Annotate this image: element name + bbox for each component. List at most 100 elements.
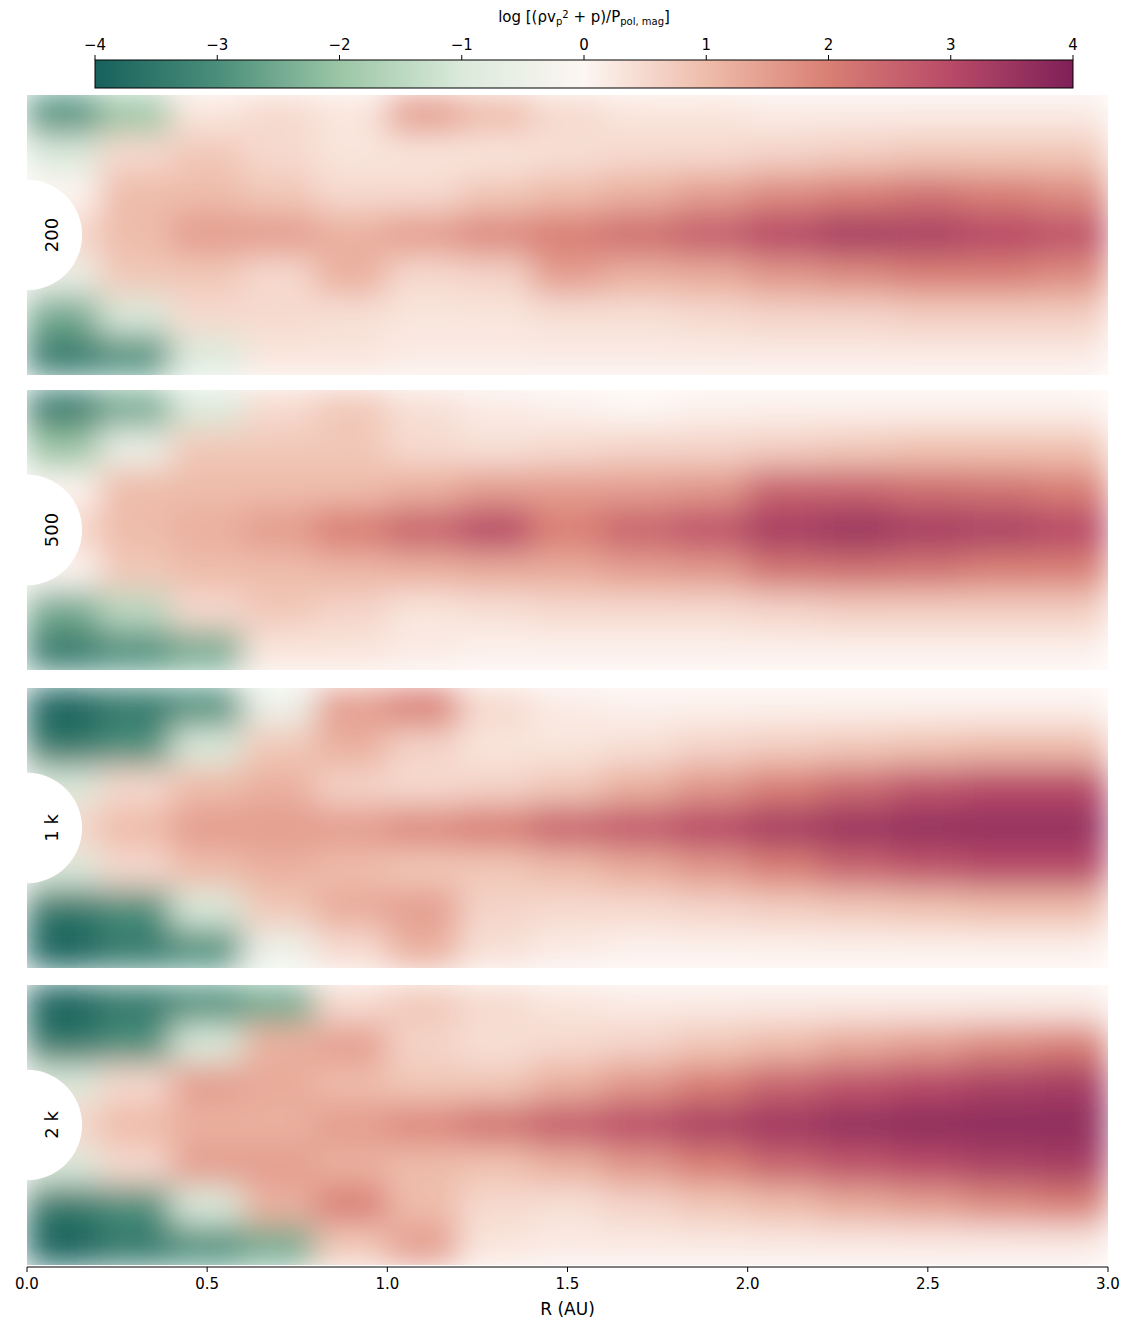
cell — [1035, 849, 1108, 889]
cell — [747, 390, 820, 430]
colorbar-tick-label: 2 — [824, 36, 834, 54]
cell — [891, 296, 964, 336]
cell — [99, 630, 172, 670]
cell — [891, 688, 964, 728]
cell — [99, 296, 172, 336]
cell — [1035, 727, 1108, 767]
cell — [459, 688, 532, 728]
cell — [963, 928, 1036, 968]
cell — [819, 390, 892, 430]
inner-boundary — [27, 180, 82, 290]
cell — [387, 727, 460, 767]
cell — [459, 1186, 532, 1226]
colorbar-label-part: + p)/P — [569, 8, 621, 26]
cell — [603, 766, 676, 806]
cell — [891, 390, 964, 430]
cell — [747, 1186, 820, 1226]
cell — [747, 806, 820, 850]
cell — [819, 630, 892, 670]
cell — [171, 551, 244, 591]
x-tick-label: 2.0 — [736, 1275, 760, 1293]
x-tick — [207, 1267, 208, 1272]
cell — [819, 766, 892, 806]
cell — [603, 1103, 676, 1147]
cell — [891, 335, 964, 375]
cell — [1035, 985, 1108, 1025]
colorbar-tick-label: 4 — [1068, 36, 1078, 54]
cell — [243, 688, 316, 728]
cell — [675, 1146, 748, 1186]
cell — [171, 1186, 244, 1226]
cell — [531, 889, 604, 929]
x-tick-label: 1.0 — [375, 1275, 399, 1293]
cell — [531, 630, 604, 670]
cell — [531, 1225, 604, 1265]
cell — [315, 1024, 388, 1064]
cell — [243, 256, 316, 296]
cell — [891, 630, 964, 670]
cell — [459, 1225, 532, 1265]
cell — [603, 806, 676, 850]
cell — [459, 806, 532, 850]
cell — [171, 928, 244, 968]
cell — [1035, 1225, 1108, 1265]
cell — [387, 766, 460, 806]
cell — [747, 173, 820, 213]
cell — [387, 296, 460, 336]
cell — [747, 256, 820, 296]
cell — [99, 889, 172, 929]
colorbar-tick-label: −1 — [451, 36, 473, 54]
cell — [243, 1225, 316, 1265]
cell — [459, 1063, 532, 1103]
cell — [99, 551, 172, 591]
cell — [387, 985, 460, 1025]
cell — [243, 1063, 316, 1103]
cell — [819, 1225, 892, 1265]
cell — [1035, 508, 1108, 552]
cell — [531, 173, 604, 213]
cell — [1035, 335, 1108, 375]
cell — [315, 591, 388, 631]
cell — [1035, 1146, 1108, 1186]
cell — [891, 1225, 964, 1265]
cell — [27, 985, 100, 1025]
cell — [603, 1024, 676, 1064]
cell — [1035, 95, 1108, 135]
cell — [603, 173, 676, 213]
cell — [675, 688, 748, 728]
cell — [747, 1103, 820, 1147]
cell — [819, 985, 892, 1025]
cell — [315, 1063, 388, 1103]
panel-label: 500 — [41, 513, 62, 547]
cell — [459, 173, 532, 213]
cell — [819, 508, 892, 552]
cell — [171, 630, 244, 670]
cell — [531, 429, 604, 469]
colorbar-tick-label: −4 — [84, 36, 106, 54]
cell — [171, 508, 244, 552]
cell — [531, 213, 604, 257]
cell — [171, 468, 244, 508]
cell — [243, 468, 316, 508]
cell — [675, 849, 748, 889]
cell — [387, 1063, 460, 1103]
cell — [459, 213, 532, 257]
cell — [243, 766, 316, 806]
colorbar-tick — [828, 55, 829, 60]
cell — [459, 508, 532, 552]
cell — [459, 985, 532, 1025]
cell — [27, 296, 100, 336]
cell — [675, 1225, 748, 1265]
cell — [603, 551, 676, 591]
cell — [171, 1225, 244, 1265]
cell — [459, 591, 532, 631]
figure: −4−3−2−101234log [(ρvp2 + p)/Ppol, mag]2… — [0, 0, 1128, 1331]
cell — [99, 213, 172, 257]
cell — [315, 1146, 388, 1186]
cell — [819, 1186, 892, 1226]
cell — [171, 95, 244, 135]
cell — [675, 806, 748, 850]
cell — [27, 429, 100, 469]
cell — [315, 429, 388, 469]
cell — [819, 889, 892, 929]
